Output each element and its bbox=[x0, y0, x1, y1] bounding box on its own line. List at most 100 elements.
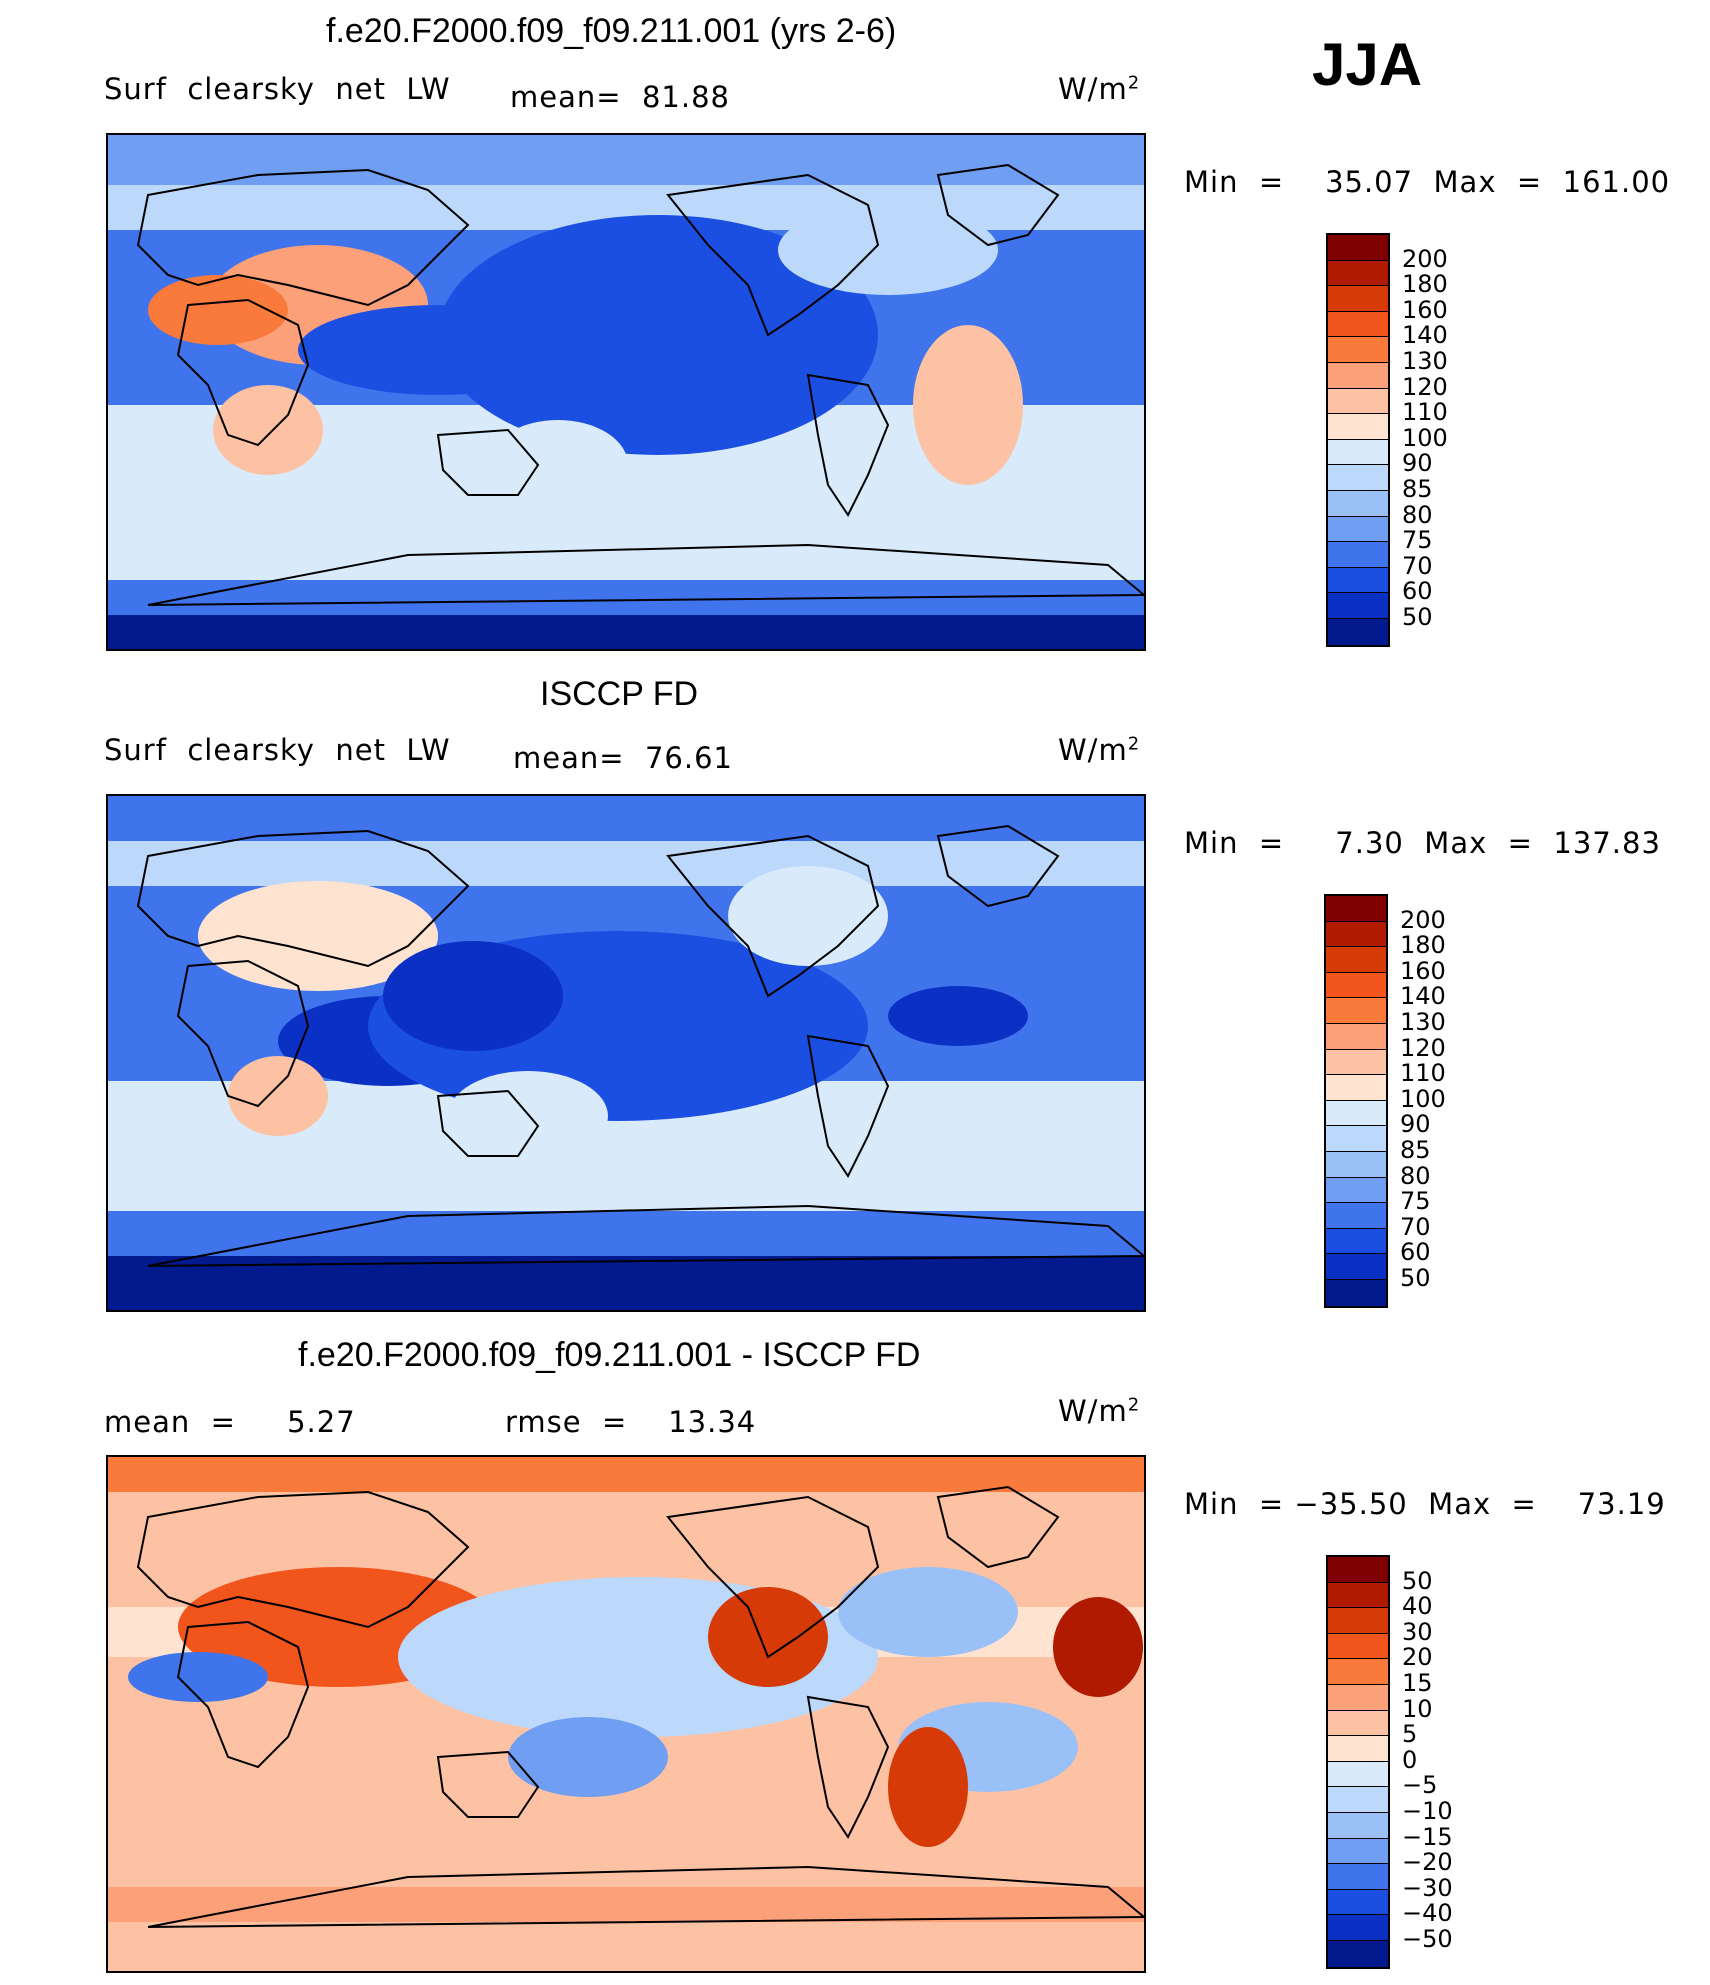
coastline bbox=[147, 1865, 1144, 1928]
coastline bbox=[136, 829, 470, 968]
colorbar-label: 60 bbox=[1402, 577, 1433, 606]
colorbar-label: 90 bbox=[1400, 1110, 1431, 1139]
colorbar-label: 160 bbox=[1400, 956, 1446, 985]
colorbar-swatch bbox=[1326, 998, 1386, 1024]
coastline bbox=[806, 1695, 890, 1839]
field-band bbox=[108, 796, 1144, 841]
colorbar-label: 60 bbox=[1400, 1238, 1431, 1267]
colorbar-label: 100 bbox=[1402, 423, 1448, 452]
coastline bbox=[936, 824, 1060, 908]
colorbar-swatch bbox=[1328, 414, 1388, 440]
colorbar-label: −5 bbox=[1402, 1771, 1438, 1800]
colorbar-swatch bbox=[1328, 362, 1388, 389]
coastline bbox=[436, 428, 540, 496]
panel2-map bbox=[106, 794, 1146, 1312]
field-contour bbox=[228, 1056, 328, 1136]
colorbar-swatch bbox=[1326, 1023, 1386, 1050]
field-band bbox=[108, 1787, 1144, 1877]
colorbar-label: 50 bbox=[1402, 1566, 1433, 1595]
panel1-variable: Surf clearsky net LW bbox=[104, 72, 451, 106]
field-contour bbox=[838, 1567, 1018, 1657]
colorbar-label: 80 bbox=[1402, 500, 1433, 529]
coastline bbox=[176, 1620, 310, 1769]
colorbar-swatch bbox=[1326, 1203, 1386, 1229]
field-band bbox=[108, 615, 1144, 649]
colorbar-label: 180 bbox=[1400, 931, 1446, 960]
colorbar-swatch bbox=[1328, 618, 1388, 645]
colorbar-label: 140 bbox=[1402, 321, 1448, 350]
panel2-mean: mean= 76.61 bbox=[513, 741, 733, 775]
colorbar-label: 5 bbox=[1402, 1720, 1418, 1749]
colorbar-swatch bbox=[1328, 1889, 1388, 1916]
colorbar-swatch bbox=[1328, 1940, 1388, 1967]
panel3-minmax: Min = −35.50 Max = 73.19 bbox=[1184, 1487, 1666, 1521]
coastline bbox=[806, 1034, 890, 1178]
colorbar-swatch bbox=[1326, 1126, 1386, 1152]
colorbar-swatch bbox=[1326, 1100, 1386, 1127]
colorbar-swatch bbox=[1328, 1608, 1388, 1634]
panel3-map bbox=[106, 1455, 1146, 1973]
colorbar-label: 200 bbox=[1402, 244, 1448, 273]
colorbar-label: 130 bbox=[1402, 347, 1448, 375]
field-band bbox=[108, 1927, 1144, 1971]
field-contour bbox=[488, 420, 628, 510]
colorbar-swatch bbox=[1326, 1254, 1386, 1280]
colorbar-label: 70 bbox=[1400, 1212, 1431, 1241]
colorbar-swatch bbox=[1328, 516, 1388, 543]
field-contour bbox=[888, 986, 1028, 1046]
colorbar-swatch bbox=[1328, 465, 1388, 491]
field-band bbox=[108, 841, 1144, 886]
coastline bbox=[147, 543, 1144, 606]
colorbar-label: −50 bbox=[1402, 1925, 1453, 1953]
colorbar-label: 75 bbox=[1400, 1187, 1431, 1216]
colorbar-label: −10 bbox=[1402, 1797, 1453, 1825]
colorbar-label: 180 bbox=[1402, 270, 1448, 299]
colorbar-label: 85 bbox=[1402, 475, 1433, 503]
colorbar-swatch bbox=[1328, 337, 1388, 363]
colorbar-label: 160 bbox=[1402, 295, 1448, 324]
colorbar-label: −20 bbox=[1402, 1848, 1453, 1877]
colorbar-swatch bbox=[1328, 1812, 1388, 1839]
panel1-map bbox=[106, 133, 1146, 651]
colorbar-label: 140 bbox=[1400, 982, 1446, 1011]
field-contour bbox=[448, 1071, 608, 1161]
panel3-title: f.e20.F2000.f09_f09.211.001 - ISCCP FD bbox=[298, 1336, 921, 1374]
coastline bbox=[147, 1204, 1144, 1267]
coastline bbox=[136, 168, 470, 307]
panel2-variable: Surf clearsky net LW bbox=[104, 733, 451, 767]
coastline bbox=[176, 959, 310, 1108]
panel1-units: W/m2 bbox=[1058, 72, 1141, 106]
colorbar-swatch bbox=[1328, 286, 1388, 312]
field-contour bbox=[913, 325, 1023, 485]
field-contour bbox=[728, 866, 888, 966]
colorbar-swatch bbox=[1326, 1151, 1386, 1178]
field-contour bbox=[128, 1652, 268, 1702]
panel3-rmse: rmse = 13.34 bbox=[505, 1405, 757, 1439]
colorbar-swatch bbox=[1328, 1864, 1388, 1890]
colorbar-swatch bbox=[1328, 593, 1388, 619]
colorbar-label: 20 bbox=[1402, 1643, 1433, 1672]
panel3-units: W/m2 bbox=[1058, 1394, 1141, 1428]
colorbar-label: 40 bbox=[1402, 1592, 1433, 1621]
colorbar-swatch bbox=[1328, 439, 1388, 466]
colorbar-swatch bbox=[1326, 896, 1386, 922]
field-contour bbox=[383, 941, 563, 1051]
colorbar-swatch bbox=[1328, 1633, 1388, 1660]
coastline bbox=[666, 1495, 880, 1659]
field-contour bbox=[438, 215, 878, 455]
colorbar-swatch bbox=[1328, 311, 1388, 338]
colorbar-label: 110 bbox=[1402, 398, 1448, 427]
panel2-colorbar bbox=[1324, 894, 1388, 1308]
colorbar-swatch bbox=[1328, 1761, 1388, 1788]
colorbar-label: 30 bbox=[1402, 1617, 1433, 1646]
panel2-minmax: Min = 7.30 Max = 137.83 bbox=[1184, 826, 1661, 860]
colorbar-label: 120 bbox=[1402, 372, 1448, 401]
colorbar-swatch bbox=[1328, 235, 1388, 261]
colorbar-swatch bbox=[1328, 542, 1388, 568]
field-contour bbox=[213, 385, 323, 475]
colorbar-label: 50 bbox=[1400, 1264, 1431, 1292]
colorbar-swatch bbox=[1326, 1177, 1386, 1204]
colorbar-swatch bbox=[1328, 1915, 1388, 1941]
field-contour bbox=[198, 881, 438, 991]
colorbar-swatch bbox=[1328, 1787, 1388, 1813]
